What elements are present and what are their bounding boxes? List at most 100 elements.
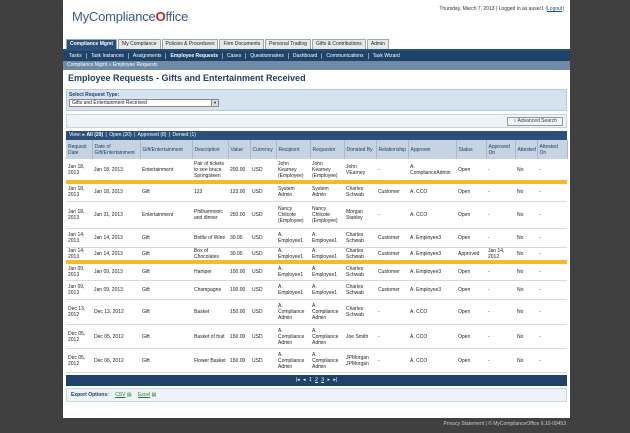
app-logo: MyComplianceOffice [72,9,188,24]
table-cell: Customer [376,182,408,202]
nav-communications[interactable]: Communications [322,53,369,59]
table-cell: Jan 14, 2013 [66,247,92,264]
column-header[interactable]: Recipient [276,140,311,159]
column-header[interactable]: Attested [515,140,538,159]
table-cell: Jan 18, 2013 [92,182,140,202]
table-cell: Jan 18, 2013 [92,159,140,184]
table-cell: - [537,261,567,281]
column-header[interactable]: Description [192,140,229,159]
prev-page-icon[interactable]: ◂ [303,377,306,383]
table-cell: A. Employee3 [408,228,456,248]
page-1-link[interactable]: 1 [308,377,312,383]
table-row[interactable]: Dec 05, 2012 Dec 05, 2012 Gift Basket of fr… [66,324,567,349]
column-header[interactable]: Approved On [486,140,516,159]
table-cell: USD [250,159,276,184]
nav-dashboard[interactable]: Dashboard [289,53,323,59]
table-cell: Champagne [192,280,228,300]
csv-file-icon[interactable]: ▤ [126,392,132,398]
table-cell: A. Compliance Admin [276,348,310,373]
breadcrumb: Compliance Mgmt » Employee Requests [63,61,570,70]
table-row[interactable]: Jan 14, 2013 Jan 14, 2013 Gift Bottle of Wi… [66,228,567,248]
table-row[interactable]: Jan 18, 2013 Jan 18, 2013 Entertainment Pai… [66,159,567,184]
table-cell: Open [456,228,486,248]
request-type-select[interactable]: Gifts and Entertainment Received ▼ [69,99,219,107]
view-approved-link[interactable]: Approved (8) [137,132,167,138]
first-page-icon[interactable]: |◂ [295,377,300,383]
table-cell: Flower Basket [192,348,228,373]
table-row[interactable]: Jan 09, 2013 Jan 09, 2013 Gift Champagne 100… [66,280,567,300]
table-cell: Open [456,159,486,184]
tab-my-compliance[interactable]: My Compliance [118,39,161,49]
table-cell: - [537,299,567,325]
table-cell: USD [250,324,276,349]
nav-task-instances[interactable]: Task Instances [87,53,129,59]
table-row[interactable]: Jan 14, 2013 Jan 14, 2013 Gift Box of Choco… [66,247,567,264]
column-header[interactable]: Value [228,140,251,159]
column-header[interactable]: Donated By [344,140,377,159]
table-cell: Gift [140,182,192,202]
last-page-icon[interactable]: ▸| [333,377,338,383]
table-cell: Gift [140,261,192,281]
table-cell: Jan 09, 2013 [92,280,140,300]
table-cell: 123.00 [228,182,250,202]
view-all-link[interactable]: All (29) [86,132,104,138]
tab-policies-procedures[interactable]: Policies & Procedures [161,39,219,49]
table-cell: Jan 14, 2013 [92,247,140,264]
table-cell: No [515,280,537,300]
export-excel-link[interactable]: Excel [137,392,151,398]
table-cell: A. Employee1 [276,247,310,264]
advanced-search-button[interactable]: ○ Advanced Search [507,117,563,126]
nav-employee-requests[interactable]: Employee Requests [166,53,224,59]
table-row[interactable]: Dec 05, 2012 Dec 06, 2012 Gift Flower Baske… [66,348,567,373]
tab-firm-documents[interactable]: Firm Documents [219,39,265,49]
page-2-link[interactable]: 2 [315,377,318,383]
export-bar: Export Options: CSV ▤ Excel ▤ [66,388,567,402]
table-cell: - [537,324,567,349]
column-header[interactable]: Gift/Entertainment [140,140,193,159]
nav-assignments[interactable]: Assignments [129,53,167,59]
table-cell: Customer [376,280,408,300]
column-header[interactable]: Currency [250,140,277,159]
page-3-link[interactable]: 3 [321,377,325,383]
table-cell: Jan 31, 2013 [92,201,140,229]
table-cell: Charles Schwab [344,228,376,248]
table-cell: A. Employee3 [408,261,456,281]
tab-gifts-contributions[interactable]: Gifts & Contributions [311,39,366,49]
column-header[interactable]: Attested On [537,140,568,159]
tab-personal-trading[interactable]: Personal Trading [265,39,311,49]
table-row[interactable]: Dec 13, 2012 Dec 13, 2012 Gift Basket 150.00… [66,299,567,325]
export-csv-link[interactable]: CSV [115,392,126,398]
column-header[interactable]: Relationship [376,140,409,159]
nav-cases[interactable]: Cases [223,53,247,59]
column-header[interactable]: Date of Gift/Entertainment [92,140,141,159]
column-header[interactable]: Requestor [310,140,345,159]
table-row[interactable]: Jan 09, 2013 Jan 09, 2013 Gift Hamper 100.00… [66,261,567,281]
next-page-icon[interactable]: ▸ [327,377,330,383]
view-open-link[interactable]: Open (20) [109,132,132,138]
logo-check-mark: O [155,9,166,24]
table-row[interactable]: Jan 18, 2013 Jan 31, 2013 Entertainment Phi… [66,201,567,229]
tab-admin[interactable]: Admin [366,39,389,49]
table-cell: No [515,159,537,184]
table-cell: Philharmonic and dinner [192,201,228,229]
table-cell: Pair of tickets to see bruce Springsteen [192,159,228,184]
tab-compliance-mgmt[interactable]: Compliance Mgmt [66,39,118,49]
nav-task-wizard[interactable]: Task Wizard [372,53,400,59]
column-header[interactable]: Approver [408,140,457,159]
chevron-down-icon[interactable]: ▼ [211,100,218,106]
logout-link[interactable]: Logout [547,6,563,12]
excel-file-icon[interactable]: ▤ [151,392,157,398]
table-cell: A. Employee1 [276,261,310,281]
table-row[interactable]: Jan 18, 2013 Jan 18, 2013 Gift 123 123.00 USD… [66,182,567,202]
view-denied-link[interactable]: Denied (1) [172,132,196,138]
table-cell: A. Employee1 [276,228,310,248]
column-header[interactable]: Status [456,140,487,159]
nav-tasks[interactable]: Tasks [65,53,87,59]
table-cell: Gift [140,280,192,300]
table-cell: Gift [140,324,192,349]
export-label: Export Options: [71,392,109,398]
table-cell: Charles Schwab [344,247,376,264]
column-header[interactable]: Request Date [66,140,93,159]
nav-questionnaires[interactable]: Questionnaires [246,53,289,59]
table-cell: - [486,324,515,349]
